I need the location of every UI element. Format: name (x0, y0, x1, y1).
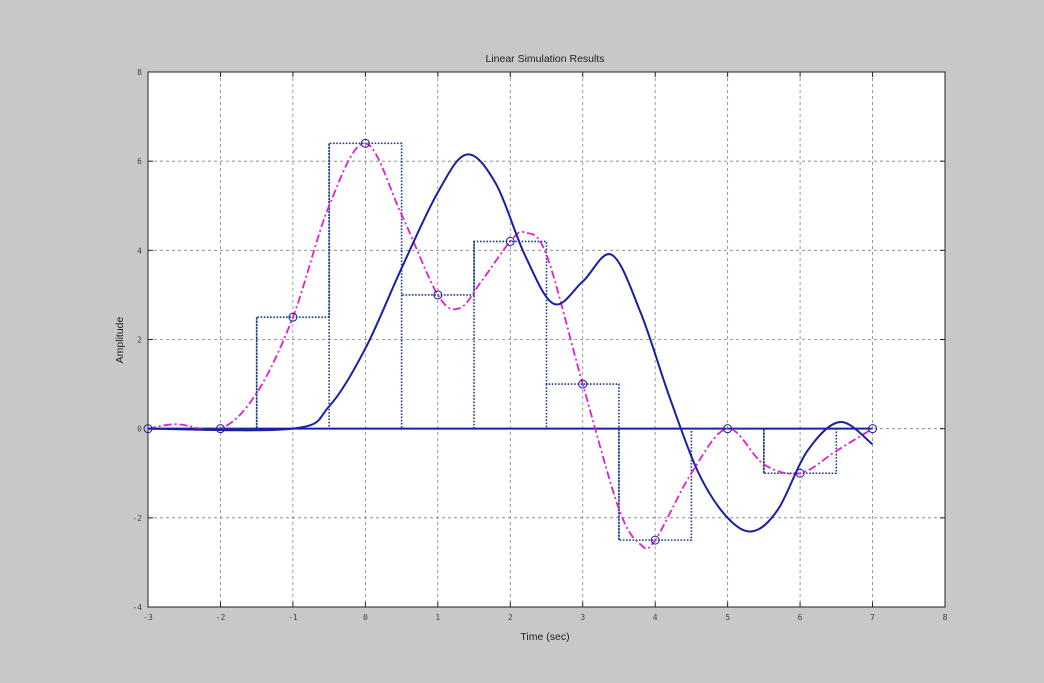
sample-markers (143, 138, 878, 545)
sample-marker (723, 424, 733, 434)
x-tick-label: 7 (870, 613, 875, 622)
chart-title: Linear Simulation Results (485, 53, 604, 65)
sample-marker (360, 138, 370, 148)
x-tick-label: -1 (288, 613, 298, 622)
y-tick-label: 4 (137, 246, 142, 255)
response-line (147, 153, 874, 533)
x-tick-label: 6 (798, 613, 803, 622)
x-tick-label: -3 (143, 613, 153, 622)
x-axis-label: Time (sec) (520, 631, 569, 643)
x-tick-label: 8 (943, 613, 948, 622)
sample-marker (868, 424, 878, 434)
series-layer (147, 142, 874, 550)
sample-marker (650, 535, 660, 545)
x-axis-ticks: -3 -2 -1 0 1 2 3 4 5 6 7 8 (143, 72, 948, 622)
sample-marker (433, 290, 443, 300)
sample-marker (288, 312, 298, 322)
sample-marker (578, 379, 588, 389)
x-tick-label: 5 (725, 613, 730, 622)
sample-marker (505, 236, 515, 246)
sample-marker (215, 424, 225, 434)
x-tick-label: 4 (653, 613, 658, 622)
sample-marker (795, 468, 805, 478)
x-tick-label: 1 (435, 613, 440, 622)
interpolated-signal-line (147, 142, 874, 550)
sample-marker (143, 424, 153, 434)
x-tick-label: 0 (363, 613, 368, 622)
y-tick-label: 8 (137, 68, 142, 77)
y-tick-label: 0 (137, 425, 142, 434)
x-tick-label: 3 (580, 613, 585, 622)
x-tick-label: 2 (508, 613, 513, 622)
y-axis-label: Amplitude (114, 317, 126, 364)
y-tick-label: -4 (132, 603, 142, 612)
x-tick-label: -2 (216, 613, 226, 622)
y-tick-label: 2 (137, 336, 142, 345)
y-tick-label: -2 (132, 514, 142, 523)
y-axis-ticks: -4 -2 0 2 4 6 8 (132, 68, 945, 612)
y-tick-label: 6 (137, 157, 142, 166)
